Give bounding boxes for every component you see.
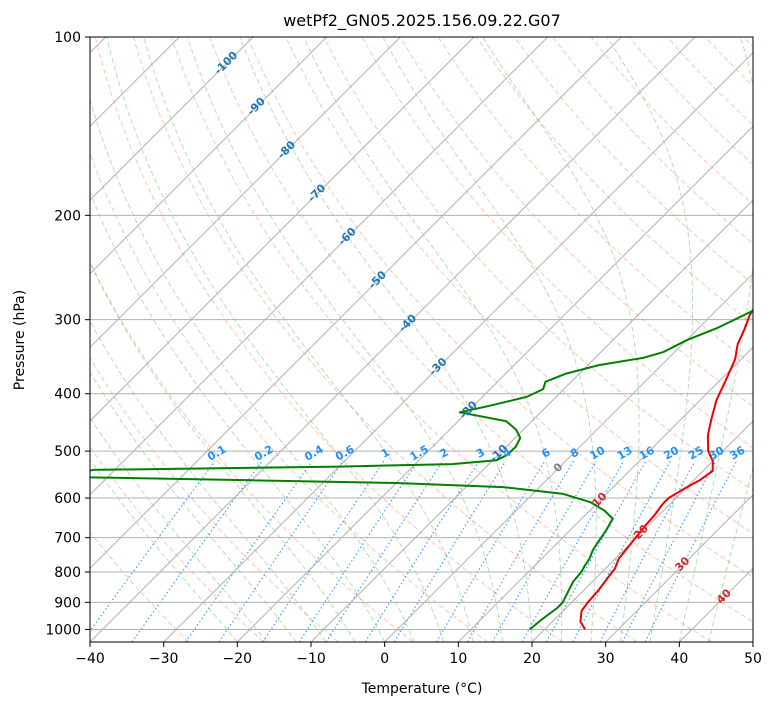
y-tick-label: 300 — [54, 313, 81, 329]
x-tick-label: −10 — [296, 651, 326, 667]
moist-adiabat — [90, 320, 327, 642]
mixing-ratio-line — [621, 460, 717, 642]
isotherm-line — [90, 37, 254, 201]
mixing-ratio-line — [262, 460, 385, 642]
mixing-ratio-line — [644, 460, 738, 642]
isotherm-line — [90, 37, 696, 642]
dry-adiabat — [94, 37, 563, 642]
x-tick-label: −20 — [223, 651, 253, 667]
mixing-ratio-line — [545, 460, 647, 642]
dry-adiabat — [285, 37, 753, 535]
dewpoint-profile-line — [90, 309, 753, 631]
x-tick-label: 50 — [744, 651, 762, 667]
y-axis: 1000 900 800 700 600 500 400 300 200 100 — [45, 30, 90, 638]
moist-adiabat — [143, 37, 474, 642]
x-tick-label: 0 — [380, 651, 389, 667]
dry-adiabat — [90, 152, 488, 642]
mixing-ratio-line — [393, 460, 507, 642]
y-tick-label: 1000 — [45, 622, 81, 638]
dry-adiabat — [323, 37, 753, 491]
mixing-ratio-line — [298, 460, 419, 642]
dry-adiabat — [171, 37, 712, 642]
mixing-ratio-line — [521, 460, 625, 642]
x-tick-label: 30 — [597, 651, 615, 667]
isotherm-line — [90, 37, 401, 349]
moist-adiabat — [90, 458, 238, 642]
moist-adiabat — [106, 37, 445, 642]
dry-adiabat — [132, 37, 638, 642]
x-axis-label: Temperature (°C) — [361, 681, 483, 697]
x-tick-label: −30 — [149, 651, 179, 667]
mixing-ratio-line — [325, 460, 444, 642]
plot-frame — [89, 36, 754, 643]
isotherm-line — [163, 51, 753, 642]
mixing-ratio-line — [364, 460, 480, 642]
isotherm-line — [310, 199, 753, 642]
isotherm-line — [90, 37, 549, 496]
moist-adiabat — [303, 37, 563, 642]
y-tick-label: 700 — [54, 531, 81, 547]
moist-adiabat — [678, 37, 753, 642]
moist-adiabat — [90, 261, 356, 642]
temperature-profile-line — [579, 307, 753, 630]
x-tick-label: −40 — [75, 651, 105, 667]
x-tick-label: 10 — [449, 651, 467, 667]
dry-adiabat — [399, 37, 753, 407]
x-axis: −40 −30 −20 −10 0 10 20 30 40 50 — [75, 642, 762, 667]
dry-adiabat — [590, 37, 753, 205]
y-tick-label: 900 — [54, 595, 81, 611]
dry-adiabat — [90, 260, 414, 642]
isotherm-line — [90, 37, 475, 422]
moist-adiabat — [482, 37, 640, 642]
mixing-ratio-line — [90, 460, 216, 632]
background-lines — [90, 37, 753, 642]
dry-adiabat — [90, 531, 190, 642]
isotherm-line — [236, 125, 753, 642]
chart-title: wetPf2_GN05.2025.156.09.22.G07 — [283, 11, 561, 31]
moist-adiabat — [606, 37, 694, 642]
y-tick-label: 800 — [54, 565, 81, 581]
dry-adiabat — [90, 356, 339, 642]
y-tick-label: 400 — [54, 387, 81, 403]
dry-adiabat — [209, 37, 753, 623]
moist-adiabat — [90, 416, 268, 642]
isotherm-line — [90, 37, 328, 275]
y-tick-label: 200 — [54, 208, 81, 224]
dry-adiabat — [476, 37, 753, 325]
plot-area — [90, 37, 753, 642]
y-tick-label: 100 — [54, 30, 81, 46]
moist-adiabat — [239, 37, 533, 642]
y-axis-label: Pressure (hPa) — [12, 290, 28, 390]
mixing-ratio-line — [599, 460, 696, 642]
x-tick-label: 40 — [670, 651, 688, 667]
dry-adiabat — [247, 37, 753, 578]
moist-adiabat — [187, 37, 503, 642]
grid — [90, 37, 753, 642]
y-tick-label: 500 — [54, 444, 81, 460]
mixing-ratio-line — [131, 460, 263, 642]
profile-series — [90, 307, 753, 631]
isotherm-line — [605, 493, 753, 642]
dry-adiabat — [552, 37, 753, 245]
moist-adiabat — [90, 190, 386, 642]
dry-adiabat — [437, 37, 753, 366]
isotherm-line — [457, 346, 753, 642]
dry-adiabat — [361, 37, 753, 449]
moist-adiabat — [708, 465, 753, 642]
y-tick-label: 600 — [54, 491, 81, 507]
isotherm-line — [90, 37, 622, 570]
moist-adiabat — [382, 37, 597, 642]
mixing-ratio-line — [572, 460, 671, 642]
x-tick-label: 20 — [523, 651, 541, 667]
